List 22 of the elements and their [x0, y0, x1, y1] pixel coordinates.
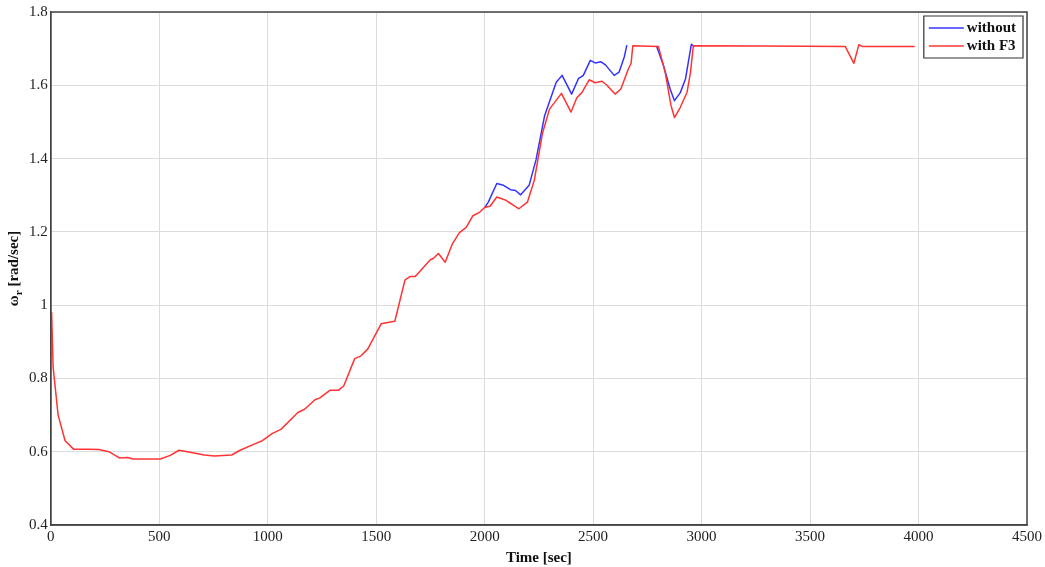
y-tick-label: 0.4 — [29, 515, 49, 532]
x-tick-label: 1500 — [361, 527, 392, 544]
x-tick-label: 3500 — [795, 527, 826, 544]
x-tick-label: 4000 — [903, 527, 934, 544]
x-tick-label: 3000 — [686, 527, 717, 544]
y-tick-label: 1.8 — [29, 2, 48, 19]
legend-label: with F3 — [966, 36, 1016, 53]
y-tick-label: 1.2 — [29, 222, 48, 239]
x-axis-title: Time [sec] — [505, 548, 572, 565]
y-tick-label: 1.4 — [29, 149, 49, 166]
x-tick-label: 2500 — [578, 527, 609, 544]
x-tick-label: 500 — [147, 527, 171, 544]
legend-label: without — [966, 18, 1017, 35]
x-tick-label: 4500 — [1012, 527, 1042, 544]
x-tick-label: 1000 — [252, 527, 283, 544]
x-tick-label: 0 — [47, 527, 55, 544]
y-tick-label: 0.6 — [29, 442, 49, 459]
y-tick-label: 0.8 — [29, 369, 48, 386]
y-tick-label: 1.6 — [29, 76, 49, 93]
y-tick-label: 1 — [40, 296, 48, 313]
x-tick-label: 2000 — [469, 527, 500, 544]
y-axis-title: ωr [rad/sec] — [4, 230, 24, 307]
